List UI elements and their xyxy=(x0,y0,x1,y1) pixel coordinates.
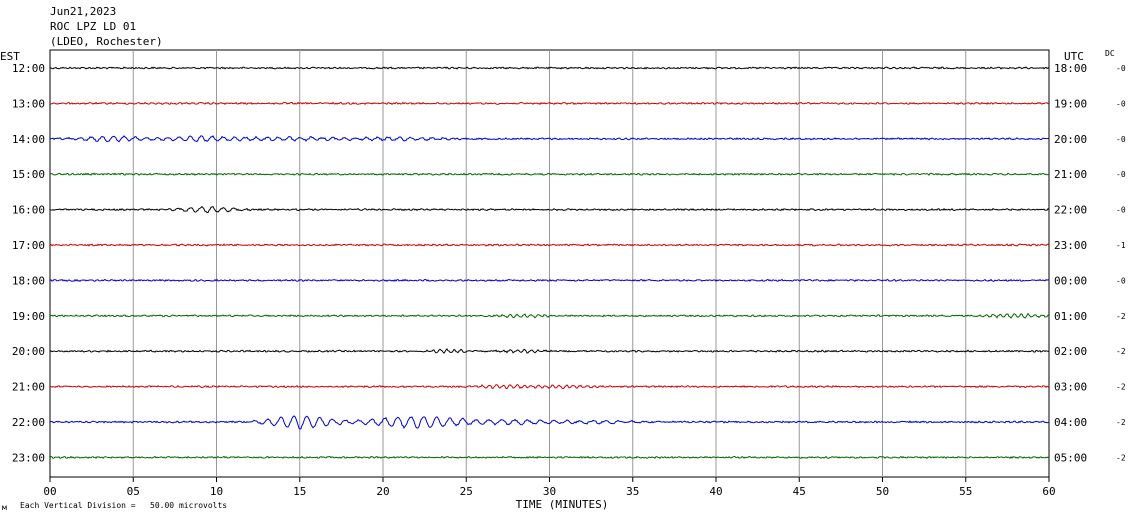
utc-hour-label: 20:00 xyxy=(1054,133,1087,146)
dc-offset-label: -1 xyxy=(1116,241,1126,250)
est-hour-label: 15:00 xyxy=(12,168,45,181)
seismic-trace xyxy=(49,101,1050,106)
vertical-grid xyxy=(132,50,967,477)
utc-hour-label: 21:00 xyxy=(1054,168,1087,181)
seismic-trace xyxy=(49,455,1050,460)
footer-note: Each Vertical Division = 50.00 microvolt… xyxy=(20,501,227,510)
est-hour-label: 21:00 xyxy=(12,381,45,394)
seismic-trace xyxy=(49,66,1050,70)
dc-offset-label: -2 xyxy=(1116,383,1126,392)
dc-offset-label: -0 xyxy=(1116,276,1126,285)
utc-hour-label: 19:00 xyxy=(1054,97,1087,110)
seismic-trace xyxy=(49,415,1050,430)
utc-hour-label: 05:00 xyxy=(1054,451,1087,464)
utc-hour-label: 18:00 xyxy=(1054,62,1087,75)
est-hour-label: 23:00 xyxy=(12,451,45,464)
dc-offset-label: -2 xyxy=(1116,453,1126,462)
est-hour-label: 13:00 xyxy=(12,97,45,110)
footer-mark: м xyxy=(2,503,7,512)
x-tick-label: 60 xyxy=(1042,485,1055,498)
x-tick-label: 50 xyxy=(876,485,889,498)
est-hour-label: 18:00 xyxy=(12,274,45,287)
x-tick-label: 10 xyxy=(210,485,223,498)
x-tick-label: 35 xyxy=(626,485,639,498)
est-hour-label: 14:00 xyxy=(12,133,45,146)
x-tick-label: 45 xyxy=(793,485,806,498)
station-label: ROC LPZ LD 01 xyxy=(50,20,136,33)
dc-offset-label: -0 xyxy=(1116,170,1126,179)
est-hour-label: 20:00 xyxy=(12,345,45,358)
x-tick-label: 55 xyxy=(959,485,972,498)
seismic-trace xyxy=(49,384,1050,390)
dc-offset-label: -2 xyxy=(1116,312,1126,321)
x-tick-label: 20 xyxy=(376,485,389,498)
dc-header-label: DC xyxy=(1105,49,1115,58)
row-labels: 12:00 18:00 -0 13:00 19:00 -0 14:00 20:00 -0 15:0… xyxy=(12,62,1126,464)
seismic-trace xyxy=(49,172,1050,176)
est-hour-label: 19:00 xyxy=(12,310,45,323)
x-tick-label: 25 xyxy=(460,485,473,498)
utc-hour-label: 23:00 xyxy=(1054,239,1087,252)
dc-offset-label: -0 xyxy=(1116,206,1126,215)
dc-offset-label: -0 xyxy=(1116,64,1126,73)
date-label: Jun21,2023 xyxy=(50,5,116,18)
est-hour-label: 22:00 xyxy=(12,416,45,429)
x-tick-label: 15 xyxy=(293,485,306,498)
network-label: (LDEO, Rochester) xyxy=(50,35,163,48)
utc-hour-label: 00:00 xyxy=(1054,274,1087,287)
utc-hour-label: 22:00 xyxy=(1054,204,1087,217)
utc-hour-label: 02:00 xyxy=(1054,345,1087,358)
left-timezone-label: EST xyxy=(0,50,20,63)
x-tick-label: 05 xyxy=(127,485,140,498)
x-tick-label: 40 xyxy=(709,485,722,498)
dc-offset-label: -0 xyxy=(1116,99,1126,108)
utc-hour-label: 01:00 xyxy=(1054,310,1087,323)
utc-hour-label: 04:00 xyxy=(1054,416,1087,429)
seismic-trace xyxy=(49,312,1050,319)
trace-group xyxy=(49,66,1050,460)
x-tick-label: 00 xyxy=(43,485,56,498)
dc-offset-label: -0 xyxy=(1116,135,1126,144)
est-hour-label: 16:00 xyxy=(12,204,45,217)
utc-hour-label: 03:00 xyxy=(1054,381,1087,394)
seismic-trace xyxy=(49,135,1050,143)
dc-offset-label: -2 xyxy=(1116,347,1126,356)
dc-offset-label: -2 xyxy=(1116,418,1126,427)
seismic-trace xyxy=(49,278,1050,283)
x-axis-label: TIME (MINUTES) xyxy=(516,498,609,511)
x-axis: 00 05 10 15 20 25 30 35 40 45 50 55 60 xyxy=(43,477,1056,498)
est-hour-label: 12:00 xyxy=(12,62,45,75)
seismic-trace xyxy=(49,348,1050,354)
seismic-trace xyxy=(49,243,1050,247)
right-timezone-label: UTC xyxy=(1064,50,1084,63)
est-hour-label: 17:00 xyxy=(12,239,45,252)
x-tick-label: 30 xyxy=(543,485,556,498)
seismic-trace xyxy=(49,205,1050,213)
